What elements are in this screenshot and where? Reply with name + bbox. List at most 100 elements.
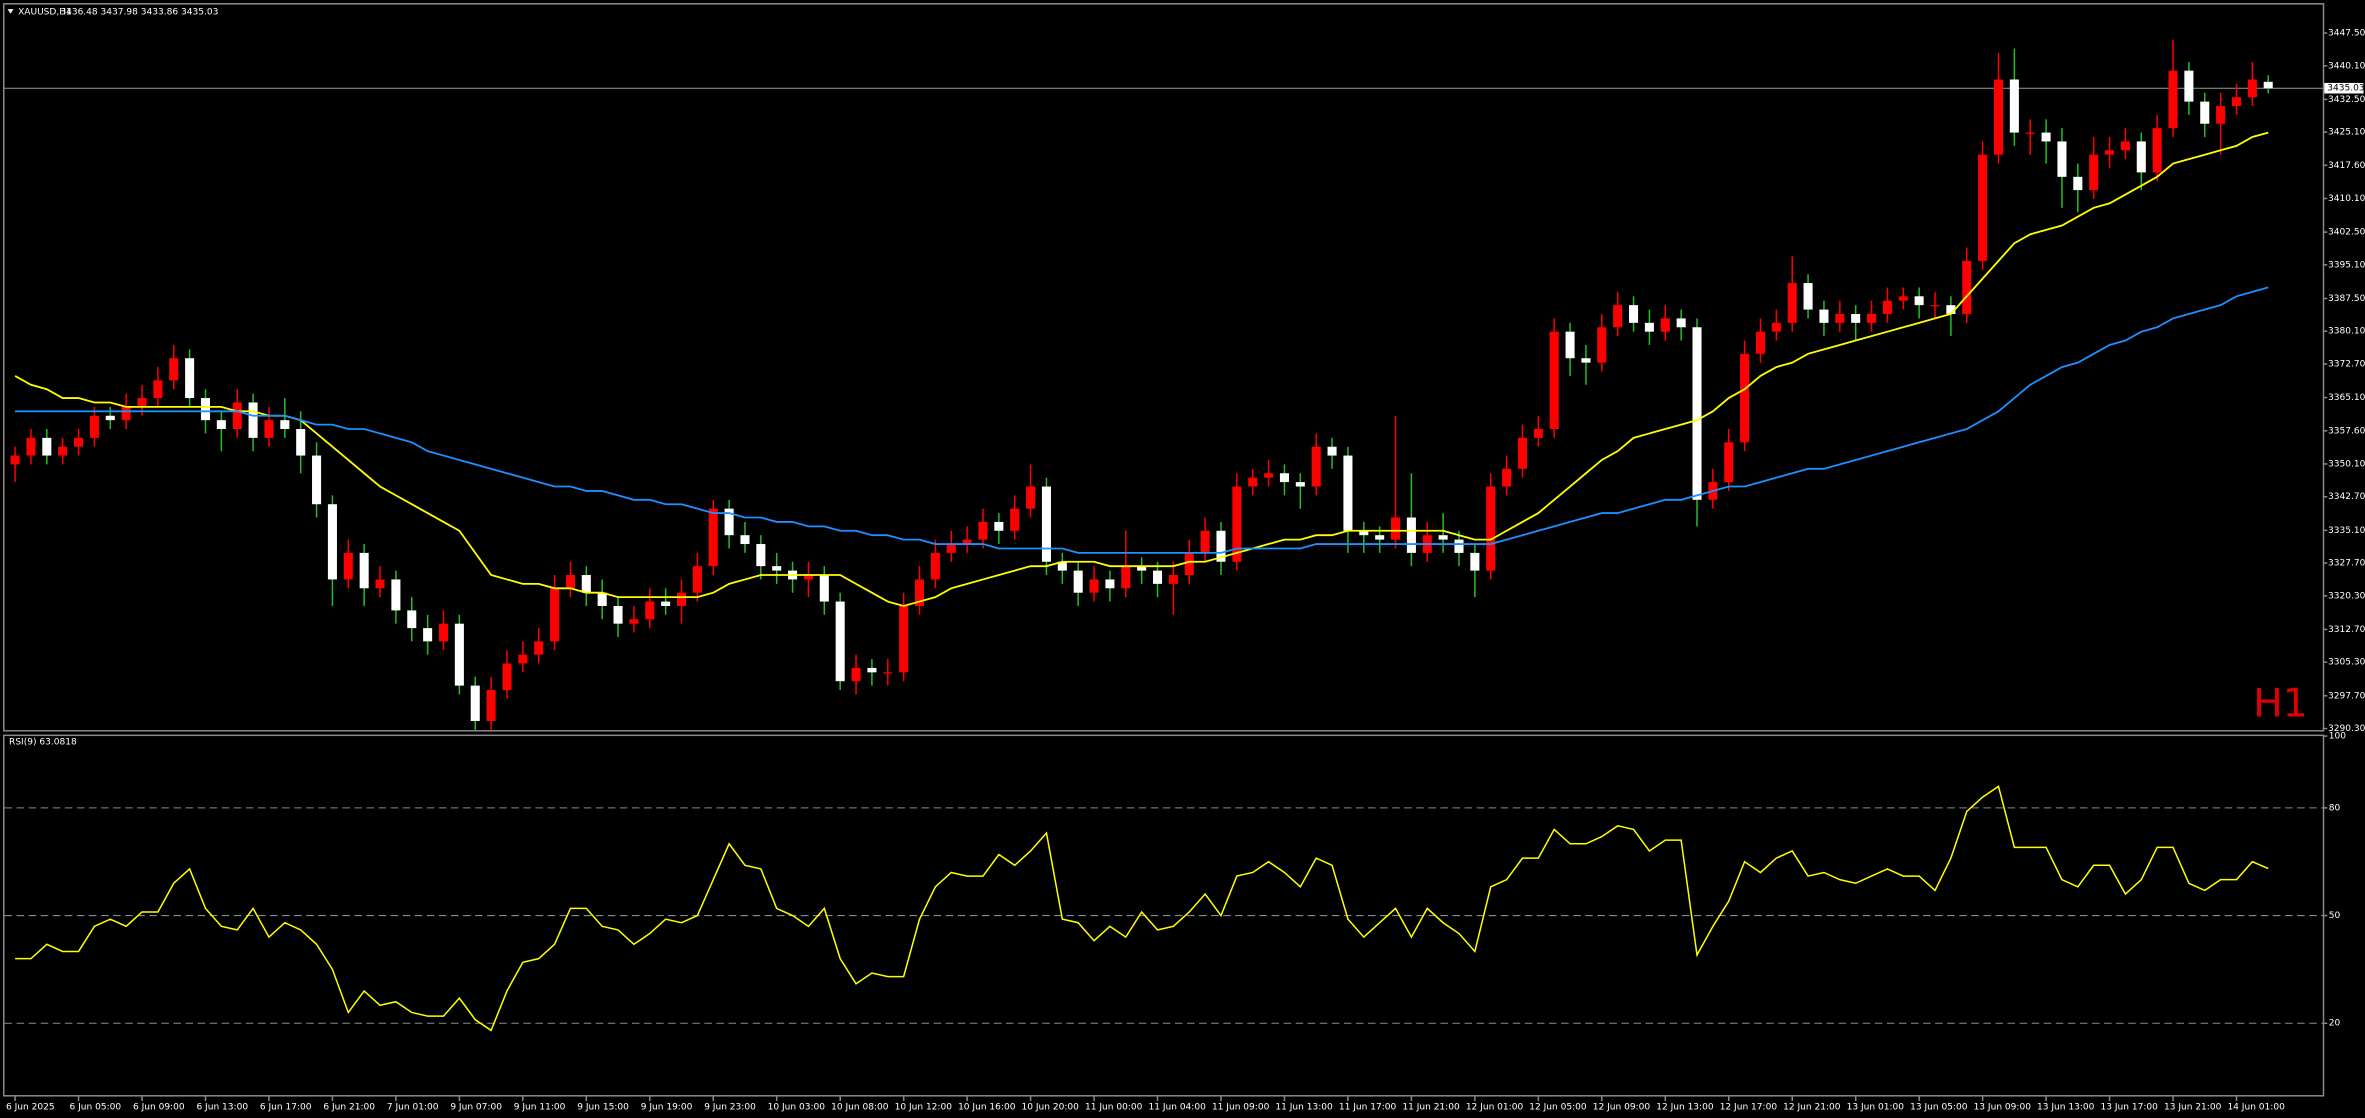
y-tick-label: 3357.60 <box>2328 426 2365 436</box>
candle-body <box>1692 327 1702 500</box>
candle-body <box>565 575 575 589</box>
candle-body <box>58 446 68 456</box>
y-tick-label: 3380.10 <box>2328 327 2365 337</box>
candle-body <box>1676 318 1686 328</box>
x-tick-label: 6 Jun 09:00 <box>133 1103 185 1113</box>
candle-body <box>1502 468 1512 487</box>
x-tick-label: 9 Jun 23:00 <box>704 1103 756 1113</box>
y-tick-label: 3425.10 <box>2328 128 2365 138</box>
y-tick-label: 3395.10 <box>2328 260 2365 270</box>
candle-body <box>756 544 766 567</box>
candle-body <box>42 437 52 456</box>
candle-body <box>1438 535 1448 540</box>
y-tick-label: 3327.70 <box>2328 559 2365 569</box>
candle-body <box>1835 313 1845 323</box>
candle-body <box>724 508 734 536</box>
candle-body <box>819 575 829 602</box>
candle-body <box>264 420 274 438</box>
candle-body <box>89 415 99 438</box>
x-tick-label: 6 Jun 17:00 <box>260 1103 312 1113</box>
candle-body <box>1581 358 1591 363</box>
candle-body <box>423 628 433 642</box>
candle-body <box>1010 508 1020 531</box>
candle-body <box>914 579 925 606</box>
x-tick-label: 10 Jun 08:00 <box>831 1103 889 1113</box>
x-tick-label: 6 Jun 13:00 <box>196 1103 248 1113</box>
candle-body <box>470 685 480 722</box>
candle-body <box>1946 305 1956 314</box>
candle-body <box>105 415 115 421</box>
x-tick-label: 10 Jun 12:00 <box>895 1103 953 1113</box>
x-tick-label: 10 Jun 20:00 <box>1022 1103 1080 1113</box>
x-tick-label: 10 Jun 03:00 <box>768 1103 826 1113</box>
x-tick-label: 13 Jun 01:00 <box>1847 1103 1905 1113</box>
y-tick-label: 3342.70 <box>2328 492 2365 502</box>
candle-body <box>2089 154 2099 191</box>
candle-body <box>534 641 544 655</box>
y-tick-label: 3365.10 <box>2328 393 2365 403</box>
candle-body <box>1978 154 1988 261</box>
candle-body <box>1200 530 1210 553</box>
candle-body <box>232 402 242 430</box>
candle-body <box>1375 535 1385 540</box>
x-tick-label: 12 Jun 01:00 <box>1466 1103 1524 1113</box>
candle-body <box>2263 81 2273 89</box>
candle-body <box>597 592 607 606</box>
candle-body <box>2136 141 2146 173</box>
candle-body <box>676 592 687 606</box>
x-tick-label: 11 Jun 04:00 <box>1148 1103 1206 1113</box>
candle-body <box>121 406 131 421</box>
candle-body <box>518 654 528 664</box>
y-tick-label: 3417.60 <box>2328 161 2365 171</box>
candle-body <box>2184 70 2194 102</box>
y-tick-label: 3297.70 <box>2328 691 2365 701</box>
candle-body <box>899 605 909 673</box>
x-tick-label: 13 Jun 13:00 <box>2037 1103 2095 1113</box>
candle-body <box>1787 283 1797 323</box>
candle-body <box>1962 260 1972 314</box>
x-tick-label: 13 Jun 05:00 <box>1910 1103 1968 1113</box>
candle-body <box>1533 429 1543 438</box>
candle-body <box>1073 570 1083 593</box>
candle-body <box>946 544 956 553</box>
candle-body <box>2231 97 2242 107</box>
candle-body <box>1152 570 1163 584</box>
candle-body <box>1137 566 1147 571</box>
candle-body <box>629 619 639 624</box>
candle-body <box>2247 79 2257 98</box>
candle-body <box>1295 482 1305 487</box>
candle-body <box>1771 322 1781 332</box>
candle-body <box>1264 473 1274 478</box>
candle-body <box>26 437 36 456</box>
candle-body <box>708 508 718 567</box>
x-tick-label: 12 Jun 17:00 <box>1720 1103 1778 1113</box>
candle-body <box>867 667 877 673</box>
candle-body <box>454 623 464 686</box>
x-tick-label: 14 Jun 01:00 <box>2227 1103 2285 1113</box>
candle-body <box>1168 575 1178 584</box>
x-tick-label: 12 Jun 05:00 <box>1529 1103 1587 1113</box>
moving-average-line <box>14 131 2269 607</box>
candle-body <box>835 601 845 682</box>
candle-body <box>2041 132 2051 142</box>
y-tick-label: 3402.50 <box>2328 228 2365 238</box>
x-tick-label: 12 Jun 13:00 <box>1656 1103 1714 1113</box>
y-tick-label: 3447.50 <box>2328 29 2365 39</box>
candle-body <box>1470 552 1480 571</box>
candle-body <box>1660 318 1670 332</box>
candle-body <box>962 539 972 545</box>
candle-body <box>1597 327 1607 363</box>
candle-body <box>1819 309 1829 323</box>
candle-body <box>359 552 369 589</box>
candle-body <box>1406 517 1416 553</box>
candle-body <box>1914 296 1924 306</box>
last-price-tag <box>2324 82 2364 94</box>
candle-body <box>216 420 226 430</box>
collapse-icon <box>7 9 14 14</box>
x-tick-label: 6 Jun 21:00 <box>323 1103 375 1113</box>
timeframe-watermark: H1 <box>2253 681 2307 726</box>
rsi-title: RSI(9) 63.0818 <box>9 738 77 748</box>
candle-body <box>137 398 147 407</box>
candle-body <box>1486 486 1496 571</box>
candle-body <box>930 552 940 580</box>
